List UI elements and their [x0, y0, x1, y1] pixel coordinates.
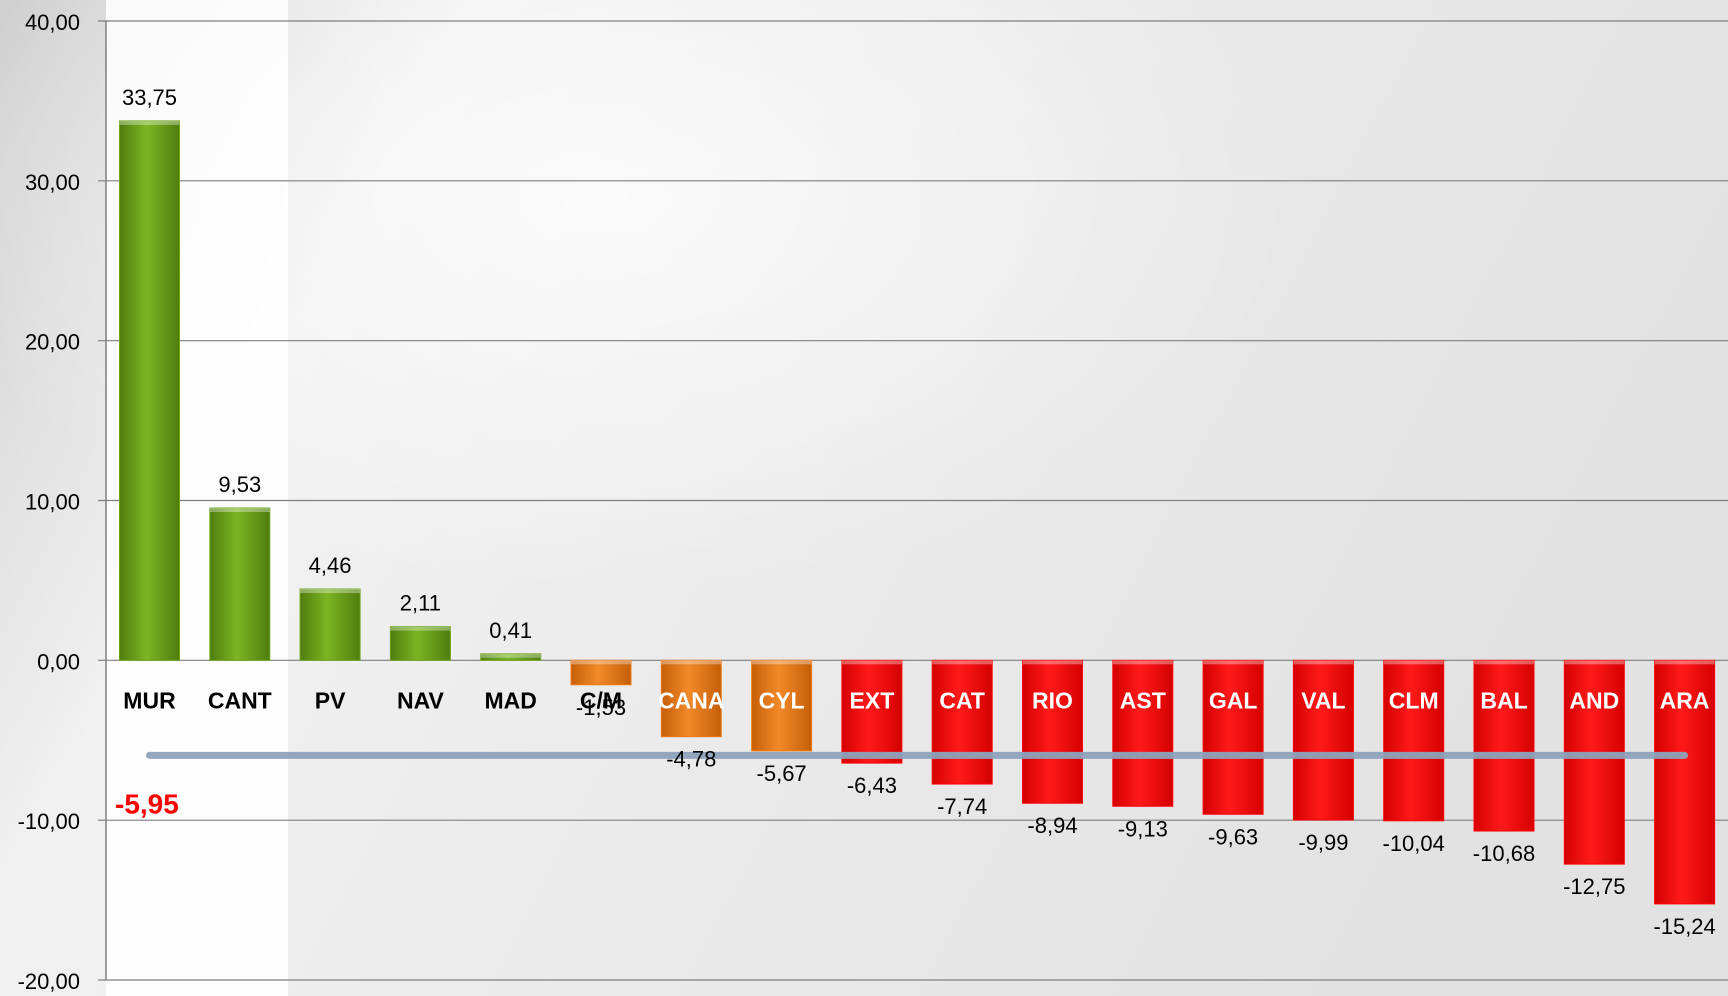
bar-ext — [841, 659, 903, 764]
value-label: -5,67 — [757, 761, 807, 786]
value-label: -7,74 — [937, 794, 987, 819]
bar-cyl — [751, 659, 813, 752]
value-label: -9,99 — [1298, 830, 1348, 855]
bar-bevel — [119, 120, 180, 125]
category-label: CYL — [759, 687, 805, 713]
y-tick-label: -20,00 — [18, 969, 80, 994]
bar-bevel — [300, 589, 361, 594]
bar-bevel — [1383, 660, 1444, 665]
bar-pv — [299, 588, 361, 661]
bar-bevel — [751, 660, 812, 665]
value-label: 33,75 — [122, 85, 177, 110]
category-label: EXT — [850, 687, 895, 713]
category-label: ARA — [1660, 687, 1710, 713]
bar-and — [1563, 659, 1625, 865]
category-label: CANT — [208, 687, 272, 713]
category-label: NAV — [397, 687, 445, 713]
bar-rio — [1022, 659, 1083, 804]
category-label: RIO — [1032, 687, 1073, 713]
bar-gal — [1202, 659, 1264, 815]
value-label: -10,04 — [1383, 831, 1445, 856]
value-label: -4,78 — [666, 747, 716, 772]
value-label: -6,43 — [847, 773, 897, 798]
category-label: AND — [1569, 687, 1619, 713]
bar-ara — [1654, 659, 1716, 905]
category-label: MUR — [123, 687, 176, 713]
bar-bevel — [1474, 660, 1534, 665]
bar-bevel — [1112, 660, 1173, 665]
value-label: -9,13 — [1118, 816, 1168, 841]
category-label: MAD — [485, 687, 537, 713]
value-label: 9,53 — [218, 472, 261, 497]
bar-bevel — [390, 626, 451, 631]
bar-cana — [660, 659, 722, 738]
value-label: 0,41 — [489, 618, 532, 643]
labels: 40,00 30,00 20,00 10,00 0,00 -10,00 -20,00 MUR 3… — [18, 10, 1716, 994]
value-label: -15,24 — [1653, 914, 1715, 939]
category-label: C/M — [580, 687, 622, 713]
value-label: -8,94 — [1027, 813, 1077, 838]
y-tick-label: 10,00 — [25, 490, 80, 515]
y-tick-label: 0,00 — [37, 649, 80, 674]
value-label: -10,68 — [1473, 841, 1535, 866]
bar-bevel — [571, 660, 631, 665]
y-tick-label: -10,00 — [18, 809, 80, 834]
category-label: BAL — [1480, 687, 1527, 713]
category-label: CAT — [939, 687, 985, 713]
bar-nav — [389, 626, 451, 661]
bars — [119, 120, 1716, 905]
value-label: 2,11 — [400, 591, 441, 616]
y-tick-label: 20,00 — [25, 330, 80, 355]
bar-bevel — [841, 660, 902, 665]
bar-cant — [209, 507, 271, 661]
bar-bevel — [480, 653, 541, 658]
bar-bevel — [209, 508, 270, 513]
category-label: VAL — [1301, 687, 1345, 713]
bar-bevel — [932, 660, 993, 665]
bar-mad — [480, 653, 542, 661]
category-label: CLM — [1389, 687, 1439, 713]
bar-ast — [1112, 659, 1174, 807]
bar-bevel — [1564, 660, 1625, 665]
value-label: -9,63 — [1208, 824, 1258, 849]
bar-bevel — [1203, 660, 1264, 665]
category-label: CANA — [658, 687, 724, 713]
y-tick-label: 40,00 — [25, 10, 80, 35]
value-label: -12,75 — [1563, 874, 1625, 899]
category-label: GAL — [1209, 687, 1258, 713]
value-label: 4,46 — [309, 553, 352, 578]
bar-mur — [119, 120, 180, 661]
bar-bevel — [1293, 660, 1354, 665]
average-value-label: -5,95 — [115, 788, 179, 819]
category-label: AST — [1120, 687, 1166, 713]
y-tick-label: 30,00 — [25, 170, 80, 195]
bar-cat — [931, 659, 993, 785]
category-label: PV — [315, 687, 346, 713]
bar-bevel — [1654, 660, 1715, 665]
value-label: -1,53 — [576, 695, 626, 720]
bar-clm — [1383, 659, 1445, 822]
bar-bevel — [661, 660, 722, 665]
bar-bal — [1473, 659, 1535, 832]
bar-c-m — [570, 659, 632, 686]
bar-bevel — [1022, 660, 1083, 665]
bar-val — [1292, 659, 1354, 821]
gridlines — [98, 20, 1728, 981]
